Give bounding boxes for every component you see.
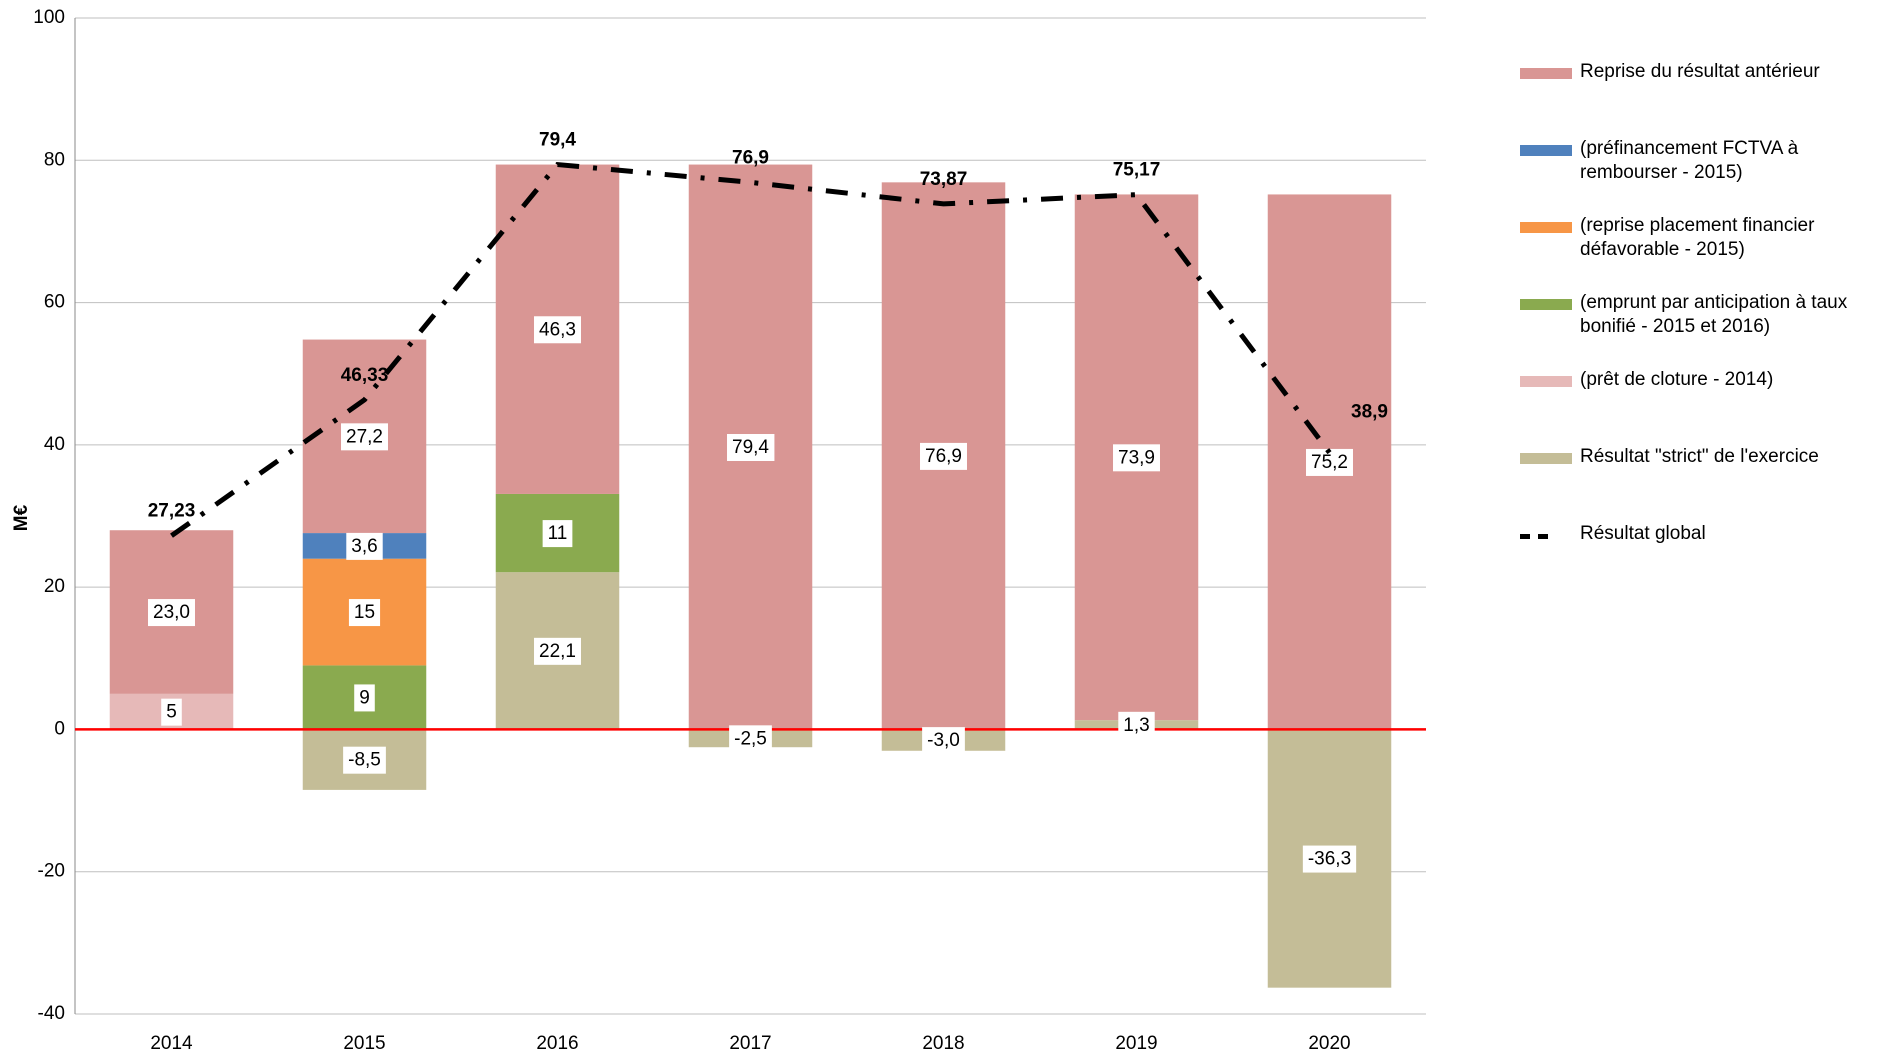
legend-swatch	[1520, 534, 1548, 539]
legend: Reprise du résultat antérieur (préfinance…	[1520, 60, 1877, 599]
data-label: -2,5	[734, 728, 767, 749]
x-tick-label: 2020	[1308, 1033, 1350, 1051]
data-label: 5	[166, 702, 177, 723]
data-label: 76,9	[925, 446, 962, 467]
legend-item: Résultat "strict" de l'exercice	[1520, 445, 1877, 522]
line-label: 75,17	[1113, 160, 1161, 181]
legend-swatch	[1520, 145, 1572, 156]
data-label-bg	[1113, 444, 1160, 472]
data-label: 73,9	[1118, 447, 1155, 468]
line-label: 46,33	[341, 365, 389, 386]
line-series	[170, 161, 1332, 538]
data-label-bg	[1118, 711, 1155, 739]
data-label-bg	[542, 520, 573, 548]
y-tick-label: 0	[54, 718, 65, 739]
data-label: -3,0	[927, 730, 960, 751]
y-tick-label: -20	[38, 861, 65, 882]
line-label: 76,9	[732, 147, 769, 168]
y-tick-label: 60	[44, 292, 65, 313]
legend-item: Reprise du résultat antérieur	[1520, 60, 1877, 137]
data-label: 79,4	[732, 437, 769, 458]
y-axis-label: M€	[11, 504, 32, 531]
data-label: -8,5	[348, 750, 381, 771]
legend-item: (emprunt par anticipation à taux bonifié…	[1520, 291, 1877, 368]
x-tick-label: 2015	[343, 1033, 385, 1051]
legend-label: Résultat "strict" de l'exercice	[1580, 446, 1819, 467]
line-label: 27,23	[148, 501, 196, 522]
data-label-bg	[346, 532, 383, 560]
legend-label: (reprise placement financier défavorable…	[1580, 215, 1815, 260]
legend-swatch	[1520, 376, 1572, 387]
legend-label: (prêt de cloture - 2014)	[1580, 369, 1774, 390]
legend-item: (préfinancement FCTVA à rembourser - 201…	[1520, 137, 1877, 214]
legend-label: (préfinancement FCTVA à rembourser - 201…	[1580, 138, 1799, 183]
data-label-bg	[727, 434, 775, 462]
data-label-bg	[348, 599, 381, 627]
legend-label: Reprise du résultat antérieur	[1580, 61, 1820, 82]
data-label-bg	[920, 442, 967, 470]
data-label-bg	[1302, 845, 1357, 873]
legend-item: (reprise placement financier défavorable…	[1520, 214, 1877, 291]
y-tick-label: 20	[44, 576, 65, 597]
data-label-bg	[729, 725, 772, 753]
data-label-bg	[341, 423, 388, 451]
data-label-bg	[354, 684, 375, 712]
data-label-bg	[148, 599, 195, 627]
data-label-bg	[343, 746, 386, 774]
x-tick-label: 2016	[536, 1033, 578, 1051]
data-label: 27,2	[346, 426, 383, 447]
data-label: 11	[548, 523, 568, 544]
data-label-bg	[534, 637, 581, 665]
data-label: 23,0	[153, 602, 190, 623]
legend-swatch	[1520, 299, 1572, 310]
legend-item: (prêt de cloture - 2014)	[1520, 368, 1877, 445]
x-tick-label: 2017	[729, 1033, 771, 1051]
x-tick-label: 2019	[1115, 1033, 1157, 1051]
data-label: 46,3	[539, 319, 576, 340]
data-label: 9	[359, 687, 370, 708]
x-tick-label: 2018	[922, 1033, 964, 1051]
data-label: 3,6	[351, 536, 377, 557]
y-tick-label: 40	[44, 434, 65, 455]
data-label: 1,3	[1123, 715, 1149, 736]
legend-item: Résultat global	[1520, 522, 1877, 599]
data-label-bg	[534, 316, 581, 344]
y-tick-label: 80	[44, 149, 65, 170]
y-tick-label: 100	[33, 7, 65, 28]
data-label: 22,1	[539, 641, 576, 662]
data-label-bg	[922, 727, 965, 755]
line-label: 73,87	[920, 169, 968, 190]
data-label-bg	[1306, 448, 1353, 476]
line-label: 38,9	[1351, 402, 1388, 423]
legend-label: Résultat global	[1580, 523, 1706, 544]
y-tick-label: -40	[38, 1003, 65, 1024]
x-tick-label: 2014	[150, 1033, 193, 1051]
data-label: 75,2	[1311, 452, 1348, 473]
data-label-bg	[161, 698, 182, 726]
legend-swatch	[1520, 68, 1572, 79]
legend-swatch	[1520, 222, 1572, 233]
legend-label: (emprunt par anticipation à taux bonifié…	[1580, 292, 1848, 337]
legend-swatch	[1520, 453, 1572, 464]
line-label: 79,4	[539, 130, 576, 151]
data-label: -36,3	[1308, 849, 1351, 870]
data-label: 15	[354, 602, 375, 623]
